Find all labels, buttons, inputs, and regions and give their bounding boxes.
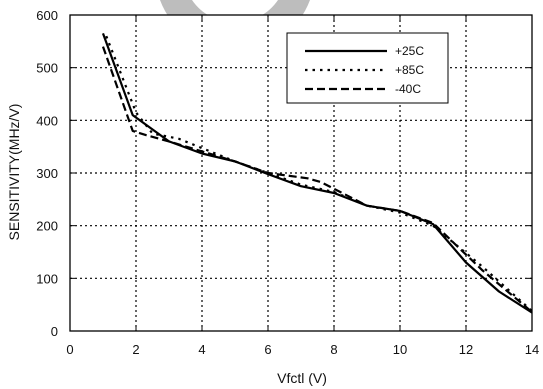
legend-box [286,32,449,104]
series-layer [101,33,533,314]
plot-border [69,14,533,332]
y-tick-label: 600 [36,8,58,23]
y-tick-label: 400 [36,113,58,128]
legend-label: +25C [395,44,424,58]
x-tick-label: 2 [132,342,139,357]
series-line-3 [101,46,533,313]
x-tick-label: 12 [459,342,473,357]
y-axis-ticks: 0 100 200 300 400 500 600 [36,8,532,339]
x-tick-label: 0 [66,342,73,357]
x-axis-title: Vfctl (V) [277,370,327,386]
x-tick-label: 8 [330,342,337,357]
x-tick-label: 4 [198,342,205,357]
y-tick-label: 100 [36,271,58,286]
y-tick-label: 300 [36,166,58,181]
legend-label: -40C [395,82,421,96]
y-tick-label: 200 [36,219,58,234]
legend: +25C +85C -40C [286,32,449,104]
legend-label: +85C [395,63,424,77]
x-tick-label: 14 [525,342,539,357]
y-tick-label: 500 [36,61,58,76]
x-tick-label: 10 [393,342,407,357]
x-tick-label: 6 [264,342,271,357]
y-tick-label: 0 [51,324,58,339]
y-axis-title: SENSITIVITY(MHz/V) [6,104,22,241]
